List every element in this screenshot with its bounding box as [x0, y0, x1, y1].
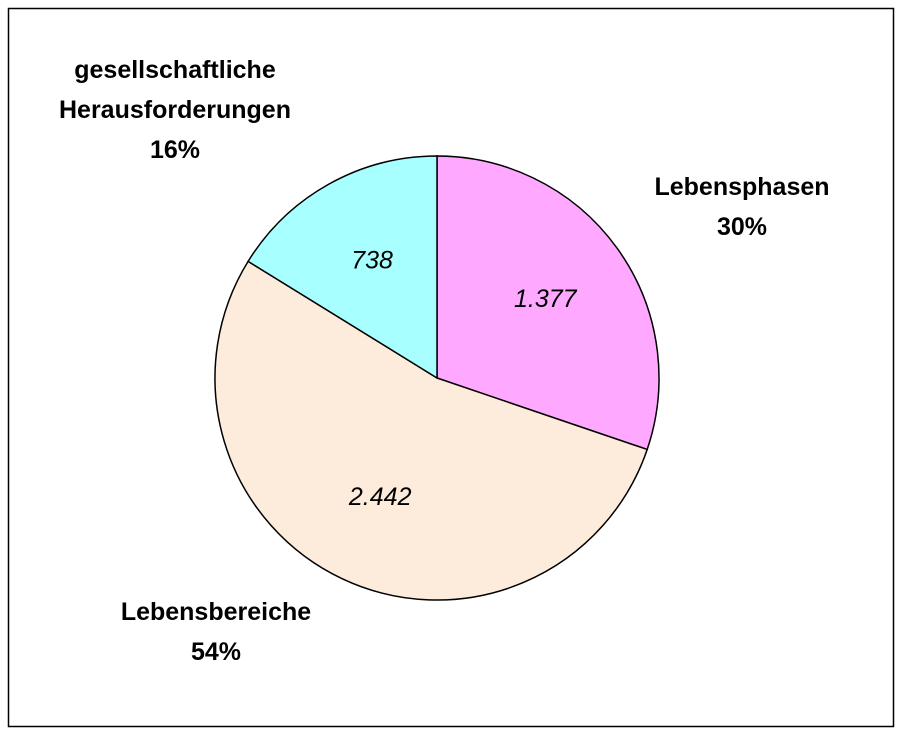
- category-name: Lebensbereiche: [120, 598, 312, 626]
- category-name: gesellschaftliche Herausforderungen: [59, 56, 291, 124]
- category-label: Lebensphasen 30%: [582, 167, 902, 247]
- pie-slice: [247, 155, 438, 380]
- value-label: 1.377: [514, 285, 578, 313]
- percent-label: 30%: [716, 213, 768, 241]
- pie-slice: [214, 260, 649, 601]
- category-label: Lebensbereiche 54%: [56, 592, 376, 672]
- value-label: 738: [351, 246, 393, 274]
- category-label: gesellschaftliche Herausforderungen 16%: [15, 50, 335, 170]
- percent-label: 54%: [190, 638, 242, 666]
- category-name: Lebensphasen: [654, 173, 830, 201]
- percent-label: 16%: [149, 136, 201, 164]
- pie-slice: [436, 155, 660, 451]
- value-label: 2.442: [348, 483, 412, 511]
